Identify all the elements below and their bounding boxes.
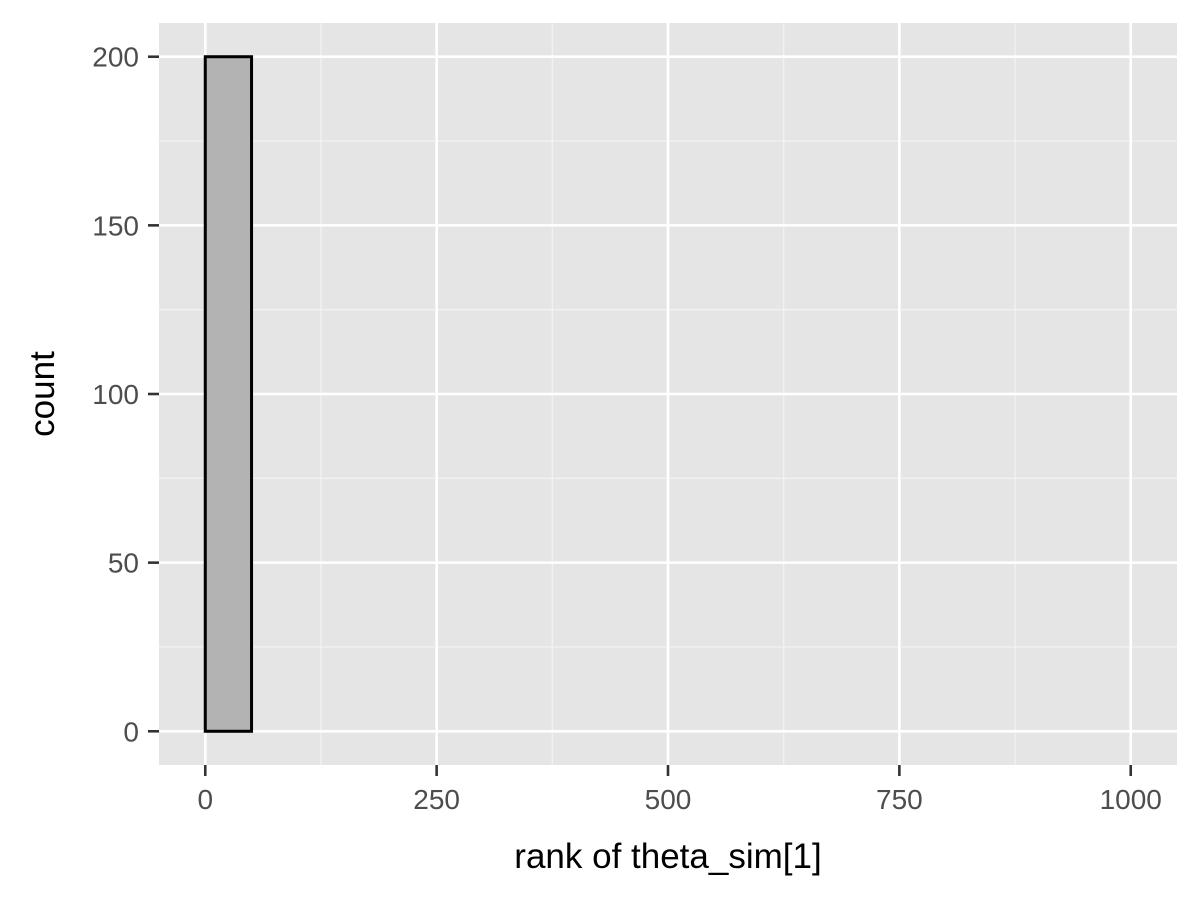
histogram-bars [203, 55, 254, 733]
y-tick-label: 50 [108, 548, 139, 579]
x-axis: 0 250 500 750 1000 [197, 765, 1162, 815]
y-axis: 0 50 100 150 200 [92, 42, 159, 747]
x-tick-label: 750 [876, 784, 923, 815]
y-tick-label: 200 [92, 42, 139, 73]
x-tick-label: 1000 [1100, 784, 1162, 815]
x-tick-label: 500 [645, 784, 692, 815]
x-tick-label: 0 [197, 784, 213, 815]
y-tick-label: 150 [92, 210, 139, 241]
x-tick-label: 250 [413, 784, 460, 815]
x-axis-title: rank of theta_sim[1] [514, 837, 821, 876]
y-axis-title: count [23, 351, 62, 437]
y-tick-label: 0 [123, 716, 139, 747]
y-tick-label: 100 [92, 379, 139, 410]
histogram-bar-0 [203, 55, 254, 733]
